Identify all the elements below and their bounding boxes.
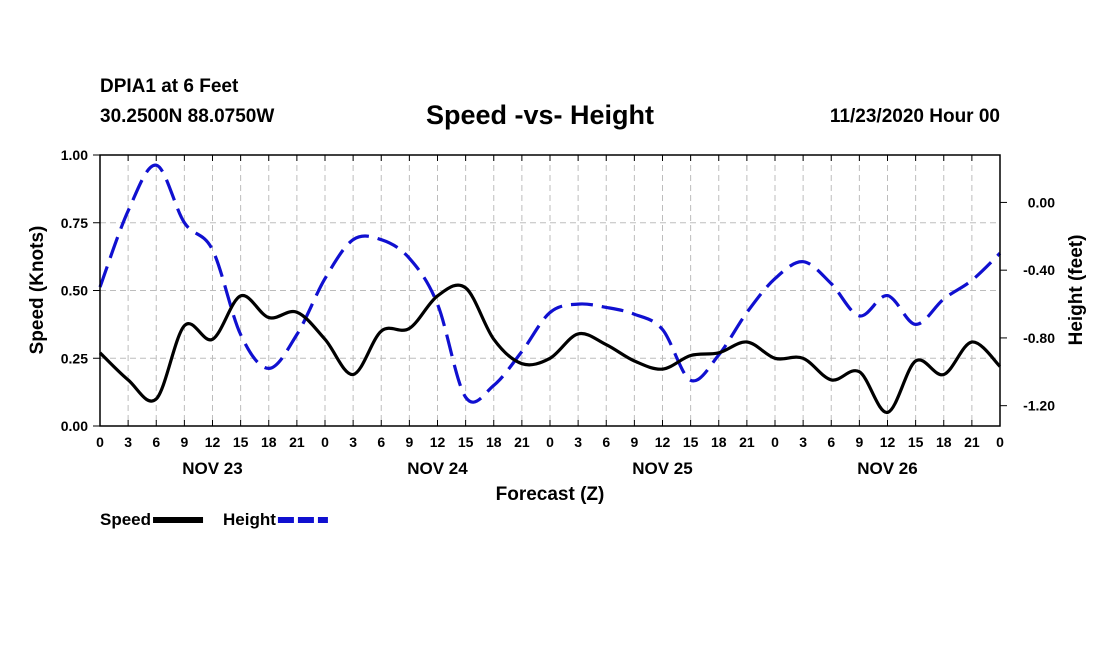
axes: 0 3 6 9 12 15 18 21 0 3 6 9 12 15 18 21 0 3 6 9 12 15 18 21 0 3 6 9… — [61, 147, 1055, 478]
x-tick-label: 6 — [377, 434, 385, 450]
x-tick-label: 21 — [964, 434, 980, 450]
x-tick-label: 12 — [880, 434, 896, 450]
x-tick-label: 15 — [458, 434, 474, 450]
day-label: NOV 26 — [857, 459, 917, 478]
forecast-timestamp: 11/23/2020 Hour 00 — [829, 106, 1000, 127]
x-tick-label: 9 — [405, 434, 413, 450]
left-tick-label: 0.25 — [61, 350, 88, 366]
x-tick-label: 15 — [908, 434, 924, 450]
x-tick-label: 3 — [799, 434, 807, 450]
right-tick-label: -0.40 — [1023, 262, 1055, 278]
left-tick-label: 0.75 — [61, 215, 88, 231]
x-tick-label: 6 — [827, 434, 835, 450]
x-tick-label: 3 — [124, 434, 132, 450]
legend-label-height: Height — [223, 510, 276, 529]
station-label: DPIA1 at 6 Feet — [100, 76, 239, 97]
legend-label-speed: Speed — [100, 510, 151, 529]
x-tick-label: 21 — [514, 434, 530, 450]
coordinates-label: 30.2500N 88.0750W — [100, 106, 275, 127]
x-tick-label: 12 — [205, 434, 221, 450]
x-tick-label: 9 — [180, 434, 188, 450]
legend: Speed Height — [100, 510, 328, 529]
day-label: NOV 25 — [632, 459, 692, 478]
x-tick-label: 0 — [996, 434, 1004, 450]
x-tick-label: 3 — [349, 434, 357, 450]
x-tick-label: 12 — [655, 434, 671, 450]
right-axis-title: Height (feet) — [1066, 235, 1087, 346]
right-tick-label: 0.00 — [1028, 194, 1055, 210]
x-tick-label: 9 — [855, 434, 863, 450]
left-axis-title: Speed (Knots) — [27, 226, 48, 355]
x-axis-title: Forecast (Z) — [496, 484, 605, 505]
x-tick-label: 0 — [771, 434, 779, 450]
x-tick-label: 9 — [630, 434, 638, 450]
x-tick-label: 0 — [96, 434, 104, 450]
right-tick-label: -0.80 — [1023, 330, 1055, 346]
grid-lines — [100, 155, 1000, 426]
left-tick-label: 1.00 — [61, 147, 88, 163]
x-tick-label: 12 — [430, 434, 446, 450]
x-tick-label: 15 — [233, 434, 249, 450]
day-label: NOV 24 — [407, 459, 468, 478]
x-tick-label: 21 — [739, 434, 755, 450]
x-tick-label: 6 — [152, 434, 160, 450]
day-label: NOV 23 — [182, 459, 242, 478]
x-tick-label: 0 — [546, 434, 554, 450]
x-tick-label: 18 — [261, 434, 277, 450]
chart-title: Speed -vs- Height — [426, 100, 655, 130]
series-height-line — [98, 163, 1002, 404]
series-lines — [98, 163, 1002, 414]
x-tick-label: 15 — [683, 434, 699, 450]
series-speed-line — [98, 283, 1002, 414]
left-tick-label: 0.00 — [61, 418, 88, 434]
x-tick-label: 0 — [321, 434, 329, 450]
x-tick-label: 18 — [486, 434, 502, 450]
x-tick-label: 21 — [289, 434, 305, 450]
x-tick-label: 18 — [711, 434, 727, 450]
x-tick-label: 18 — [936, 434, 952, 450]
left-tick-label: 0.50 — [61, 283, 88, 299]
x-tick-label: 3 — [574, 434, 582, 450]
x-tick-label: 6 — [602, 434, 610, 450]
right-tick-label: -1.20 — [1023, 398, 1055, 414]
